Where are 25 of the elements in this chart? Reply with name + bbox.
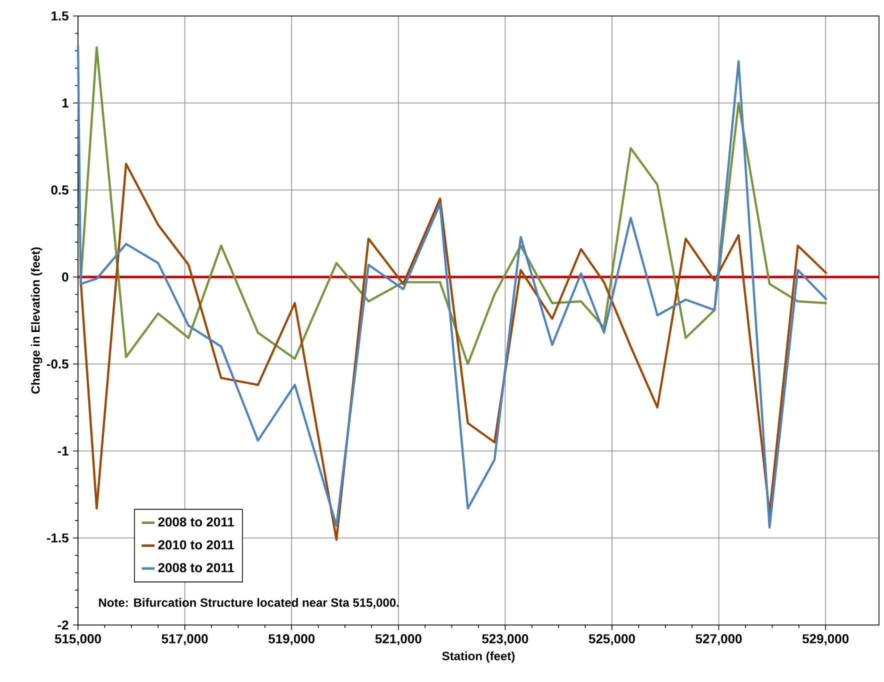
y-tick-label: 0.5	[51, 185, 68, 195]
x-tick-label: 521,000	[375, 634, 422, 646]
x-axis-title: Station (feet)	[442, 651, 515, 663]
legend-label: 2010 to 2011	[158, 540, 234, 550]
x-tick-label: 519,000	[268, 634, 315, 646]
x-tick-label: 515,000	[54, 634, 101, 646]
y-tick-label: -0.5	[46, 359, 68, 369]
y-tick-label: 1.5	[52, 11, 68, 21]
x-tick-label: 527,000	[696, 634, 742, 646]
legend-label: 2008 to 2011	[158, 517, 234, 527]
y-axis-title: Change in Elevation (feet)	[30, 247, 42, 394]
y-tick-label: -1.5	[46, 533, 68, 543]
annotation: Note: Bifurcation Structure located near Sta 515,000.	[99, 598, 399, 609]
x-tick-label: 523,000	[482, 634, 528, 646]
y-tick-label: 1	[62, 98, 68, 108]
x-tick-label: 525,000	[588, 634, 635, 646]
line-series	[76, 44, 828, 529]
legend-label: 2008 to 2011	[158, 563, 234, 572]
x-tick-label: 529,000	[802, 634, 849, 646]
line-series	[80, 162, 828, 541]
line-series	[80, 46, 828, 366]
y-tick-label: -1	[58, 446, 68, 456]
x-tick-label: 517,000	[162, 634, 208, 646]
y-tick-label: 0	[62, 272, 68, 282]
y-tick-label: -2	[58, 620, 68, 630]
